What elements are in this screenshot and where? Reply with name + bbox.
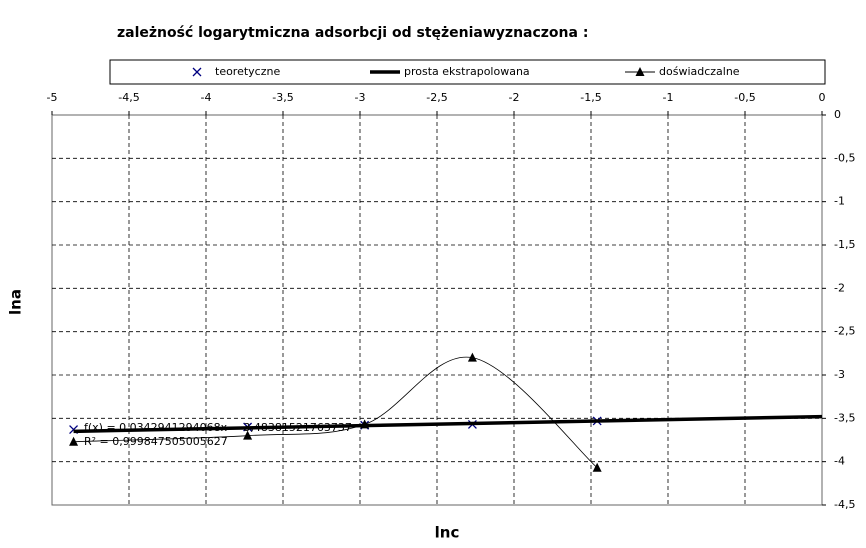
x-tick-label: -3,5 bbox=[272, 91, 293, 104]
x-axis-label: lnc bbox=[435, 524, 460, 542]
chart-title: zależność logarytmiczna adsorbcji od stę… bbox=[117, 25, 588, 41]
x-tick-label: -1,5 bbox=[580, 91, 601, 104]
x-tick-label: -2 bbox=[509, 91, 520, 104]
legend-label: prosta ekstrapolowana bbox=[404, 65, 530, 78]
annotation: R² = 0,999847505005627 bbox=[84, 435, 228, 448]
x-tick-label: -2,5 bbox=[426, 91, 447, 104]
y-tick-label: -3,5 bbox=[834, 411, 855, 424]
x-tick-label: 0 bbox=[819, 91, 826, 104]
y-tick-label: -2 bbox=[834, 281, 845, 294]
y-tick-label: -0,5 bbox=[834, 151, 855, 164]
legend-swatch bbox=[192, 67, 202, 77]
point bbox=[467, 352, 477, 362]
y-tick-label: -2,5 bbox=[834, 325, 855, 338]
point bbox=[69, 436, 79, 446]
y-tick-label: -4 bbox=[834, 455, 845, 468]
x-tick-label: -0,5 bbox=[734, 91, 755, 104]
x-tick-label: -4,5 bbox=[118, 91, 139, 104]
x-tick-label: -5 bbox=[47, 91, 58, 104]
legend-label: doświadczalne bbox=[659, 65, 740, 78]
legend-swatch bbox=[635, 67, 645, 76]
y-tick-label: -4,5 bbox=[834, 498, 855, 511]
x-tick-label: -1 bbox=[663, 91, 674, 104]
point bbox=[360, 419, 370, 429]
x-tick-label: -3 bbox=[355, 91, 366, 104]
y-tick-label: -3 bbox=[834, 368, 845, 381]
point bbox=[592, 462, 602, 472]
point bbox=[243, 430, 253, 440]
y-tick-label: -1,5 bbox=[834, 238, 855, 251]
x-tick-label: -4 bbox=[201, 91, 212, 104]
legend bbox=[109, 59, 826, 85]
y-axis-label: lna bbox=[7, 289, 25, 315]
y-tick-label: 0 bbox=[834, 108, 841, 121]
y-tick-label: -1 bbox=[834, 195, 845, 208]
legend-label: teoretyczne bbox=[215, 65, 280, 78]
annotation: f(x) = 0,0342941294068x − 3,483815217637… bbox=[84, 421, 352, 434]
trend-line bbox=[73, 414, 823, 434]
